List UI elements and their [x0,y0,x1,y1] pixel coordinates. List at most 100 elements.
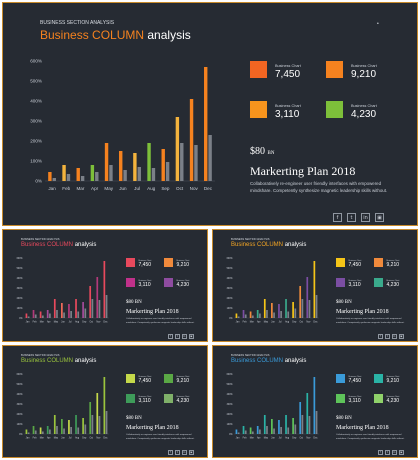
kpi-label: Business Chart [351,64,377,68]
price-unit: BN [267,151,275,156]
bar-series-2-jul [70,427,72,434]
linkedin-icon[interactable]: in [361,213,370,222]
y-tick-label: 300% [227,288,233,290]
facebook-icon[interactable]: f [378,450,383,455]
plan-title: Markerting Plan 2018 [336,425,389,431]
bar-series-2-may [56,310,58,318]
bar-series-2-apr [49,313,51,318]
column-chart: 0% 100% 200% 300% 400% 500% 600% Jan Feb Mar Apr Ma… [227,374,319,440]
x-tick-label: Aug [147,186,156,191]
twitter-icon[interactable]: t [175,450,180,455]
section-label: BUSINESS SECTION ANALYSIS [40,20,115,26]
bar-series-1-feb [32,310,35,318]
linkedin-icon[interactable]: in [182,450,187,455]
linkedin-icon[interactable]: in [182,334,187,339]
bar-series-1-mar [249,311,252,318]
x-tick-label: Oct [300,437,304,440]
bar-series-2-mar [41,431,44,434]
bar-series-2-apr [259,429,261,434]
bar-series-1-feb [32,426,35,434]
facebook-icon[interactable]: f [333,213,342,222]
instagram-icon[interactable]: ▣ [189,334,194,339]
title-accent: Business COLUMN [21,242,75,248]
bar-series-2-may [266,426,268,434]
x-tick-label: Mar [250,321,254,324]
kpi-color-swatch [326,101,343,118]
kpi-label: Business Chart [176,259,190,262]
twitter-icon[interactable]: t [175,334,180,339]
bar-series-1-jul [278,420,280,434]
x-tick-label: Oct [90,321,94,324]
bar-series-1-jan [25,429,28,434]
facebook-icon[interactable]: f [168,450,173,455]
x-tick-label: Nov [96,438,101,440]
bar-series-2-jan [27,432,30,434]
slide-title: Business COLUMN analysis [21,242,96,248]
x-tick-label: Dec [313,322,318,324]
bar-series-1-apr [46,310,49,318]
section-label: BUSINESS SECTION ANALYSIS [231,238,270,241]
bar-series-1-sep [82,302,84,318]
slide-title: Business COLUMN analysis [231,242,306,248]
instagram-icon[interactable]: ▣ [399,450,404,455]
y-tick-label: 200% [30,139,42,144]
y-tick-label: 300% [17,288,23,290]
bar-series-1-sep [161,149,165,181]
bar-series-1-mar [249,427,252,434]
kpi-value: 9,210 [351,68,377,80]
x-tick-label: Jan [26,438,30,440]
bar-series-2-apr [259,313,261,318]
y-tick-label: 500% [17,268,23,270]
title-rest: analysis [147,28,191,42]
plan-desc-line2: mindshare. Competently synthesize magnet… [126,321,195,324]
kpi-label: Business Chart [348,279,362,282]
bar-series-2-feb [34,314,37,318]
facebook-icon[interactable]: f [168,334,173,339]
plan-title: Markerting Plan 2018 [336,309,389,315]
x-tick-label: Jan [48,186,56,191]
instagram-icon[interactable]: ▣ [375,213,384,222]
y-tick-label: 600% [227,374,233,376]
bar-series-2-aug [287,311,290,318]
twitter-icon[interactable]: t [385,450,390,455]
x-tick-label: Jan [26,322,30,324]
kpi-label: Business Chart [386,395,400,398]
instagram-icon[interactable]: ▣ [189,450,194,455]
x-tick-label: Dec [103,438,108,440]
kpi-value: 4,230 [351,108,377,120]
thumbnail-slide-green[interactable]: BUSINESS SECTION ANALYSIS Business COLUMN… [2,345,208,458]
linkedin-icon[interactable]: in [392,450,397,455]
x-tick-label: Jul [279,438,282,440]
kpi-value: 9,210 [176,261,190,268]
section-label: BUSINESS SECTION ANALYSIS [231,354,270,357]
linkedin-icon[interactable]: in [392,334,397,339]
kpi-color-swatch [336,278,345,287]
bar-series-1-dec [204,67,208,181]
twitter-icon[interactable]: t [347,213,356,222]
y-tick-label: 400% [227,394,233,396]
bar-series-2-may [56,426,58,434]
thumbnail-slide-purple[interactable]: BUSINESS SECTION ANALYSIS Business COLUMN… [212,229,418,342]
bar-series-2-oct [91,299,94,318]
x-tick-label: Apr [47,321,51,324]
x-tick-label: Feb [243,438,248,440]
facebook-icon[interactable]: f [378,334,383,339]
column-chart: 0% 100% 200% 300% 400% 500% 600% Jan Feb Mar Apr Ma… [17,374,109,440]
kpi-color-swatch [374,258,383,267]
twitter-icon[interactable]: t [385,334,390,339]
kpi-color-swatch [250,61,267,78]
bar-series-1-feb [242,426,245,434]
thumbnail-slide-red[interactable]: BUSINESS SECTION ANALYSIS Business COLUMN… [2,229,208,342]
x-tick-label: Jun [271,322,275,324]
bar-series-2-nov [308,416,311,434]
kpi-value: 3,110 [348,397,361,404]
bar-series-1-nov [96,393,99,434]
x-tick-label: Sep [82,438,87,440]
x-tick-label: Sep [292,322,297,324]
x-tick-label: May [264,322,269,324]
column-chart: 0% 100% 200% 300% 400% 500% 600% Jan Feb Mar Apr Ma… [227,258,319,324]
kpi-value: 9,210 [386,377,400,384]
bar-series-2-jun [273,428,275,434]
thumbnail-slide-blue[interactable]: BUSINESS SECTION ANALYSIS Business COLUMN… [212,345,418,458]
instagram-icon[interactable]: ▣ [399,334,404,339]
